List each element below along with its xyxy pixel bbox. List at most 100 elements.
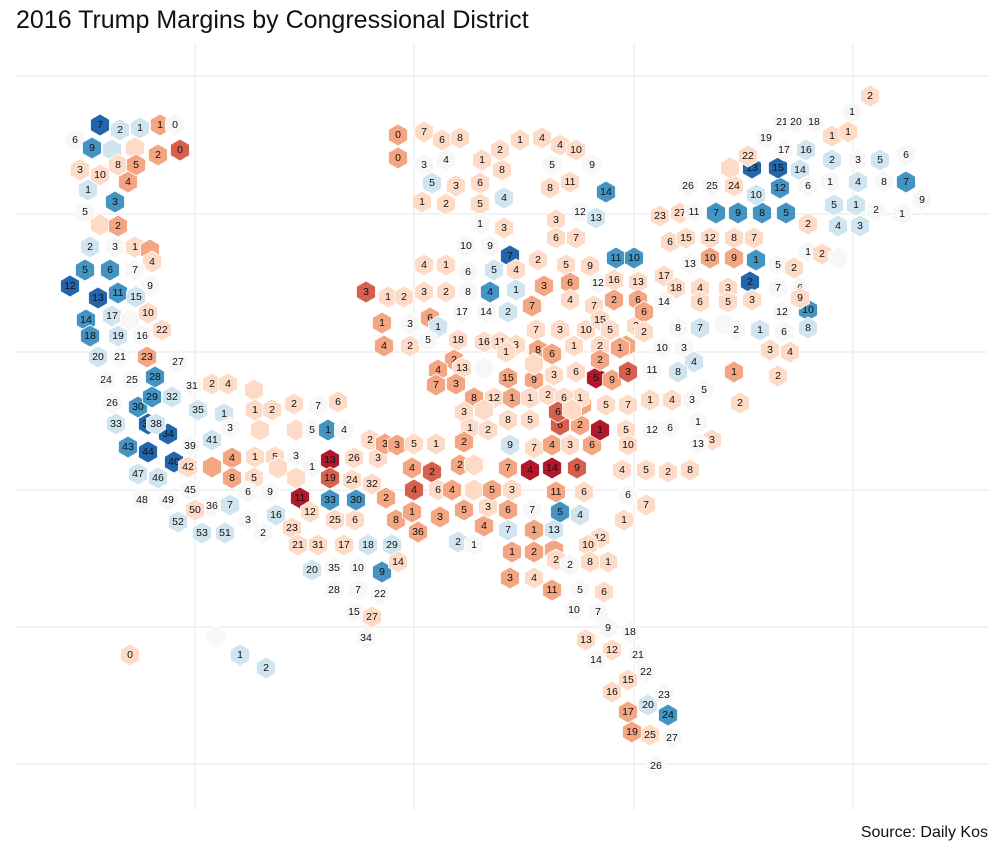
district-number-label: 3 bbox=[245, 514, 251, 526]
district-number-label: 13 bbox=[456, 362, 468, 374]
district-hex bbox=[218, 372, 238, 396]
district-number-label: 14 bbox=[794, 164, 806, 176]
district-hex bbox=[88, 286, 108, 310]
district-hex bbox=[752, 201, 772, 225]
district-hex bbox=[494, 216, 514, 240]
district-hex bbox=[128, 462, 148, 486]
district-number-label: 4 bbox=[531, 572, 537, 584]
district-hex bbox=[388, 123, 408, 147]
district-number-label: 30 bbox=[350, 494, 362, 506]
district-hex bbox=[454, 498, 474, 522]
district-hex bbox=[456, 234, 476, 258]
district-hex bbox=[188, 398, 208, 422]
district-number-label: 44 bbox=[142, 446, 154, 458]
district-number-label: 35 bbox=[328, 562, 340, 574]
district-number-label: 2 bbox=[407, 340, 413, 352]
district-number-label: 25 bbox=[644, 729, 656, 741]
district-number-label: 4 bbox=[513, 264, 519, 276]
district-number-label: 2 bbox=[367, 434, 373, 446]
district-hex bbox=[590, 348, 610, 372]
district-number-label: 6 bbox=[245, 486, 251, 498]
district-number-label: 9 bbox=[919, 194, 925, 206]
district-number-label: 21 bbox=[114, 351, 126, 363]
district-hex bbox=[290, 486, 310, 510]
district-number-label: 6 bbox=[567, 277, 573, 289]
district-hex bbox=[728, 201, 748, 225]
district-number-label: 5 bbox=[831, 199, 837, 211]
district-number-label: 28 bbox=[149, 371, 161, 383]
district-number-label: 27 bbox=[172, 356, 184, 368]
district-hex bbox=[502, 540, 522, 564]
district-number-label: 20 bbox=[92, 351, 104, 363]
district-hex bbox=[110, 118, 130, 142]
district-hex bbox=[770, 176, 790, 200]
district-hex bbox=[362, 472, 382, 496]
district-hex bbox=[586, 206, 606, 230]
district-number-label: 1 bbox=[433, 438, 439, 450]
district-hex bbox=[260, 480, 280, 504]
district-number-label: 4 bbox=[697, 282, 703, 294]
district-hex bbox=[676, 226, 696, 250]
district-number-label: 7 bbox=[355, 584, 361, 596]
district-number-label: 28 bbox=[328, 584, 340, 596]
district-number-label: 6 bbox=[427, 312, 433, 324]
district-number-label: 40 bbox=[168, 456, 180, 468]
district-hex bbox=[238, 508, 258, 532]
district-number-label: 4 bbox=[501, 192, 507, 204]
district-hex bbox=[622, 720, 642, 744]
district-hex bbox=[325, 508, 345, 532]
district-hex bbox=[253, 521, 273, 545]
district-hex bbox=[178, 455, 198, 479]
district-hex bbox=[738, 144, 758, 168]
district-hex bbox=[618, 393, 638, 417]
district-number-label: 3 bbox=[557, 324, 563, 336]
district-number-label: 4 bbox=[577, 509, 583, 521]
district-number-label: 9 bbox=[574, 462, 580, 474]
district-hex bbox=[192, 521, 212, 545]
district-hex bbox=[142, 385, 162, 409]
district-hex bbox=[546, 480, 566, 504]
district-hex bbox=[250, 418, 270, 442]
district-number-label: 4 bbox=[787, 346, 793, 358]
district-number-label: 4 bbox=[149, 256, 155, 268]
district-hex bbox=[662, 726, 682, 750]
district-number-label: 5 bbox=[603, 399, 609, 411]
district-number-label: 34 bbox=[360, 632, 372, 644]
district-number-label: 7 bbox=[573, 232, 579, 244]
district-hex bbox=[288, 533, 308, 557]
district-number-label: 1 bbox=[309, 461, 315, 473]
district-hex bbox=[345, 508, 365, 532]
district-hex bbox=[96, 368, 116, 392]
district-number-label: 14 bbox=[600, 186, 612, 198]
district-hex bbox=[436, 148, 456, 172]
district-hex bbox=[402, 456, 422, 480]
district-hex bbox=[500, 566, 520, 590]
district-number-label: 2 bbox=[383, 492, 389, 504]
district-number-label: 3 bbox=[363, 286, 369, 298]
district-number-label: 2 bbox=[791, 262, 797, 274]
district-number-label: 19 bbox=[112, 330, 124, 342]
district-hex bbox=[344, 446, 364, 470]
district-hex bbox=[780, 340, 800, 364]
district-number-label: 7 bbox=[643, 499, 649, 511]
district-hex bbox=[576, 628, 596, 652]
district-number-label: 2 bbox=[665, 466, 671, 478]
district-hex bbox=[132, 488, 152, 512]
district-hex bbox=[838, 120, 858, 144]
district-number-label: 4 bbox=[225, 378, 231, 390]
district-number-label: 3 bbox=[551, 369, 557, 381]
district-number-label: 1 bbox=[853, 199, 859, 211]
district-number-label: 9 bbox=[147, 280, 153, 292]
district-number-label: 22 bbox=[640, 666, 652, 678]
district-number-label: 9 bbox=[507, 439, 513, 451]
district-number-label: 9 bbox=[797, 292, 803, 304]
district-number-label: 13 bbox=[684, 258, 696, 270]
district-hex bbox=[534, 274, 554, 298]
district-number-label: 10 bbox=[580, 324, 592, 336]
district-number-label: 7 bbox=[595, 606, 601, 618]
district-hex bbox=[614, 508, 634, 532]
district-number-label: 7 bbox=[531, 442, 537, 454]
district-hex bbox=[442, 478, 462, 502]
district-number-label: 4 bbox=[619, 464, 625, 476]
district-number-label: 10 bbox=[704, 252, 716, 264]
